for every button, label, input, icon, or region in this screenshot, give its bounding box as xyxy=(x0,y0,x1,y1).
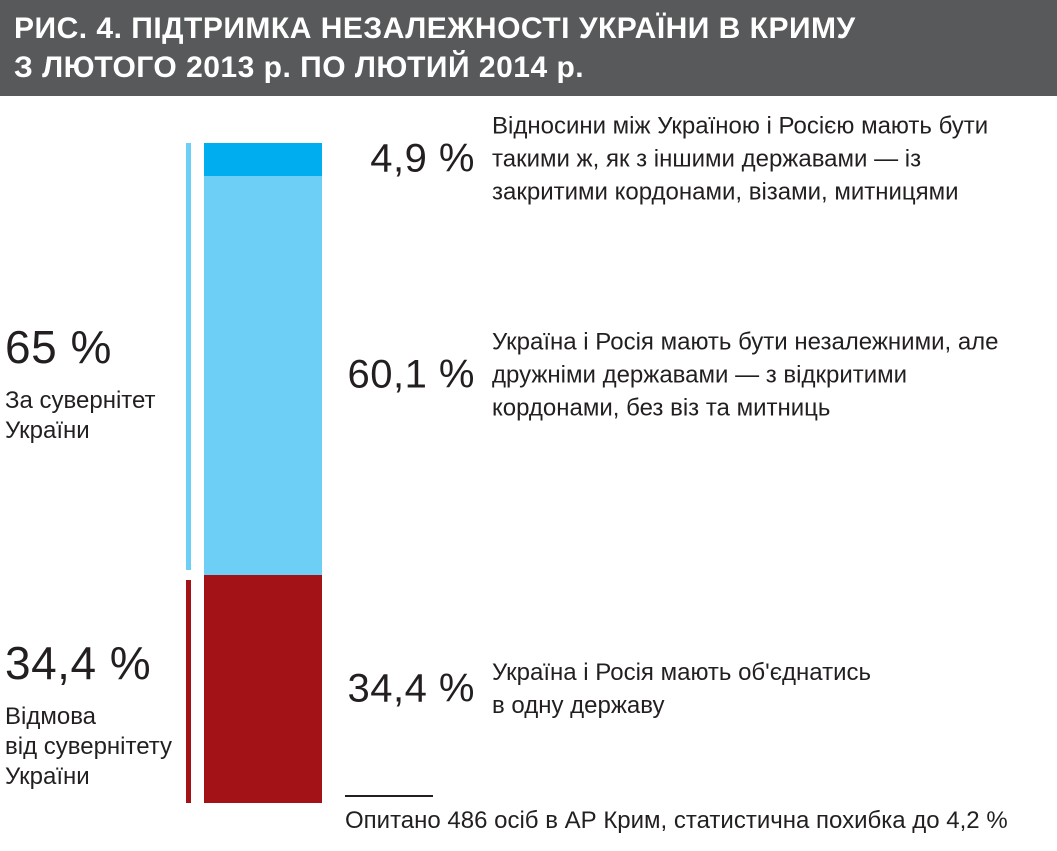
bracket-sovereignty xyxy=(186,143,191,570)
segment-value-label-1: 4,9 % xyxy=(370,136,475,181)
footnote: Опитано 486 осіб в АР Крим, статистична … xyxy=(345,807,1008,834)
bracket-no-sovereignty xyxy=(186,579,191,803)
group-label-sovereignty: 65 % За сувернітет України xyxy=(5,320,200,446)
segment-description-2: Україна і Росія мають бути незалежними, … xyxy=(492,328,999,422)
segment-description-3: Україна і Росія мають об'єднатись в одну… xyxy=(492,658,871,719)
group-caption-sovereignty: За сувернітет України xyxy=(5,387,156,444)
chart-title-line2: З ЛЮТОГО 2013 р. ПО ЛЮТИЙ 2014 р. xyxy=(14,51,585,84)
group-label-no-sovereignty: 34,4 % Відмова від сувернітету України xyxy=(5,636,200,792)
footnote-divider xyxy=(345,795,433,797)
bar-segment-3 xyxy=(204,574,322,803)
bar-segment-2 xyxy=(204,175,322,575)
segment-description-1: Відносини між Україною і Росією мають бу… xyxy=(492,112,989,206)
chart-title-line1: РИС. 4. ПІДТРИМКА НЕЗАЛЕЖНОСТІ УКРАЇНИ В… xyxy=(14,12,856,45)
chart-title-bar: РИС. 4. ПІДТРИМКА НЕЗАЛЕЖНОСТІ УКРАЇНИ В… xyxy=(0,0,1057,96)
stacked-bar-chart: 65 % За сувернітет України 34,4 % Відмов… xyxy=(0,96,1057,851)
bar-segment-1 xyxy=(204,143,322,176)
group-value-sovereignty: 65 % xyxy=(5,321,112,373)
group-caption-no-sovereignty: Відмова від сувернітету України xyxy=(5,703,173,790)
segment-value-label-3: 34,4 % xyxy=(347,666,475,711)
segment-value-label-2: 60,1 % xyxy=(347,352,475,397)
group-value-no-sovereignty: 34,4 % xyxy=(5,637,152,689)
